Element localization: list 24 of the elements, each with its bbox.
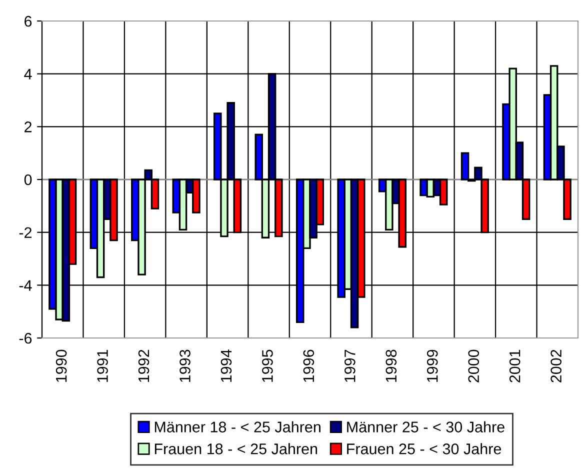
y-tick-label: -4 bbox=[19, 280, 32, 291]
x-tick-label: 1990 bbox=[56, 350, 67, 382]
y-tick-label: -6 bbox=[19, 332, 32, 344]
x-tick-label: 1996 bbox=[303, 350, 314, 382]
x-tick-label: 2000 bbox=[468, 350, 480, 382]
x-tick-label: 1999 bbox=[426, 350, 438, 382]
x-tick-label: 1991 bbox=[97, 350, 108, 382]
legend-label: Männer 18 - < 25 Jahren bbox=[154, 421, 320, 432]
legend-label: Männer 25 - < 30 Jahre bbox=[347, 421, 504, 432]
x-tick-label: 1993 bbox=[180, 350, 190, 382]
legend-label: Frauen 25 - < 30 Jahre bbox=[347, 443, 502, 454]
x-tick-label: 1998 bbox=[386, 350, 397, 382]
y-tick-label: -2 bbox=[19, 227, 32, 238]
y-tick-label: 4 bbox=[24, 68, 32, 80]
x-tick-label: 1992 bbox=[138, 350, 150, 382]
x-tick-label: 2002 bbox=[550, 350, 562, 382]
x-tick-label: 1995 bbox=[262, 350, 273, 382]
y-tick-label: 6 bbox=[24, 16, 32, 27]
x-tick-label: 2001 bbox=[509, 350, 520, 382]
x-tick-label: 1997 bbox=[344, 350, 356, 382]
y-tick-label: 0 bbox=[24, 174, 32, 186]
y-tick-label: 2 bbox=[24, 122, 32, 132]
x-tick-label: 1994 bbox=[220, 350, 232, 382]
legend-label: Frauen 18 - < 25 Jahren bbox=[154, 443, 318, 454]
